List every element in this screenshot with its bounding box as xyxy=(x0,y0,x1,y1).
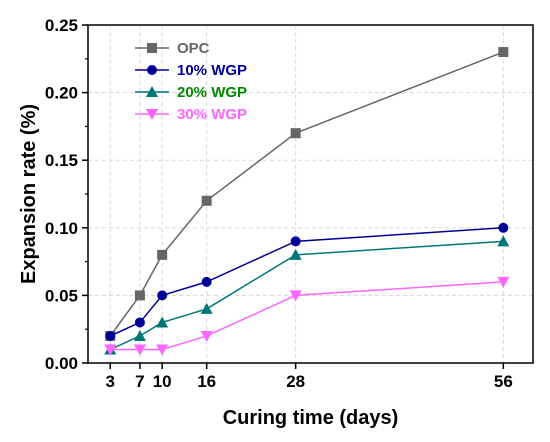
x-tick-label-2: 10 xyxy=(153,372,172,391)
legend-marker-0 xyxy=(147,43,157,53)
series-0-point-3 xyxy=(201,195,212,206)
series-0-point-5 xyxy=(498,47,509,58)
legend-label-3: 30% WGP xyxy=(177,106,247,123)
legend-marker-1 xyxy=(147,65,157,75)
legend-marker-3 xyxy=(146,109,158,120)
series-2-point-2 xyxy=(156,316,169,328)
series-1-point-4 xyxy=(290,236,301,247)
series-1-point-5 xyxy=(498,222,509,233)
x-tick-label-4: 28 xyxy=(286,372,305,391)
x-tick-label-3: 16 xyxy=(197,372,216,391)
series-2-point-5 xyxy=(497,235,510,247)
series-line-1 xyxy=(109,227,504,337)
x-axis-title: Curing time (days) xyxy=(223,407,399,429)
series-0-point-2 xyxy=(157,249,168,260)
series-0-point-1 xyxy=(134,290,145,301)
y-axis-title: Expansion rate (%) xyxy=(18,104,40,284)
y-tick-label-4: 0.20 xyxy=(45,84,78,103)
series-2 xyxy=(104,235,510,355)
x-tick-label-5: 56 xyxy=(494,372,513,391)
series-2-point-3 xyxy=(200,302,213,314)
plot-frame xyxy=(87,24,534,364)
series-3-point-5 xyxy=(497,276,510,288)
axes: 0.00 0.05 0.10 0.15 0.20 0.25 3 7 10 16 28 56 xyxy=(45,16,534,391)
y-tick-label-2: 0.10 xyxy=(45,219,78,238)
series-2-point-4 xyxy=(289,248,302,260)
legend-label-2: 20% WGP xyxy=(177,84,247,101)
y-tick-label-1: 0.05 xyxy=(45,286,78,305)
series-line-0 xyxy=(109,51,504,337)
legend-marker-2 xyxy=(146,86,158,97)
legend-label-0: OPC xyxy=(177,40,210,57)
series-1-point-2 xyxy=(157,290,168,301)
series-line-2 xyxy=(109,240,504,351)
series-line-3 xyxy=(110,281,504,351)
series-1-point-0 xyxy=(105,330,116,341)
series-3-point-4 xyxy=(289,290,302,302)
series-1-point-3 xyxy=(201,276,212,287)
legend-label-1: 10% WGP xyxy=(177,62,247,79)
y-tick-label-5: 0.25 xyxy=(45,16,78,35)
series-3-point-2 xyxy=(156,344,169,356)
x-tick-label-0: 3 xyxy=(106,372,115,391)
series-3-point-0 xyxy=(104,344,117,356)
series-layer xyxy=(104,47,510,356)
series-0-point-4 xyxy=(290,128,301,139)
series-3-point-1 xyxy=(133,344,146,356)
y-tick-label-3: 0.15 xyxy=(45,151,78,170)
y-tick-label-0: 0.00 xyxy=(45,354,78,373)
x-tick-label-1: 7 xyxy=(135,372,144,391)
grid xyxy=(88,24,533,363)
series-3-point-3 xyxy=(200,330,213,342)
series-2-point-1 xyxy=(133,329,146,341)
series-1-point-1 xyxy=(134,317,145,328)
series-3 xyxy=(104,276,510,356)
legend: OPC 10% WGP 20% WGP 30% WGP xyxy=(135,40,247,123)
series-1 xyxy=(105,222,509,341)
